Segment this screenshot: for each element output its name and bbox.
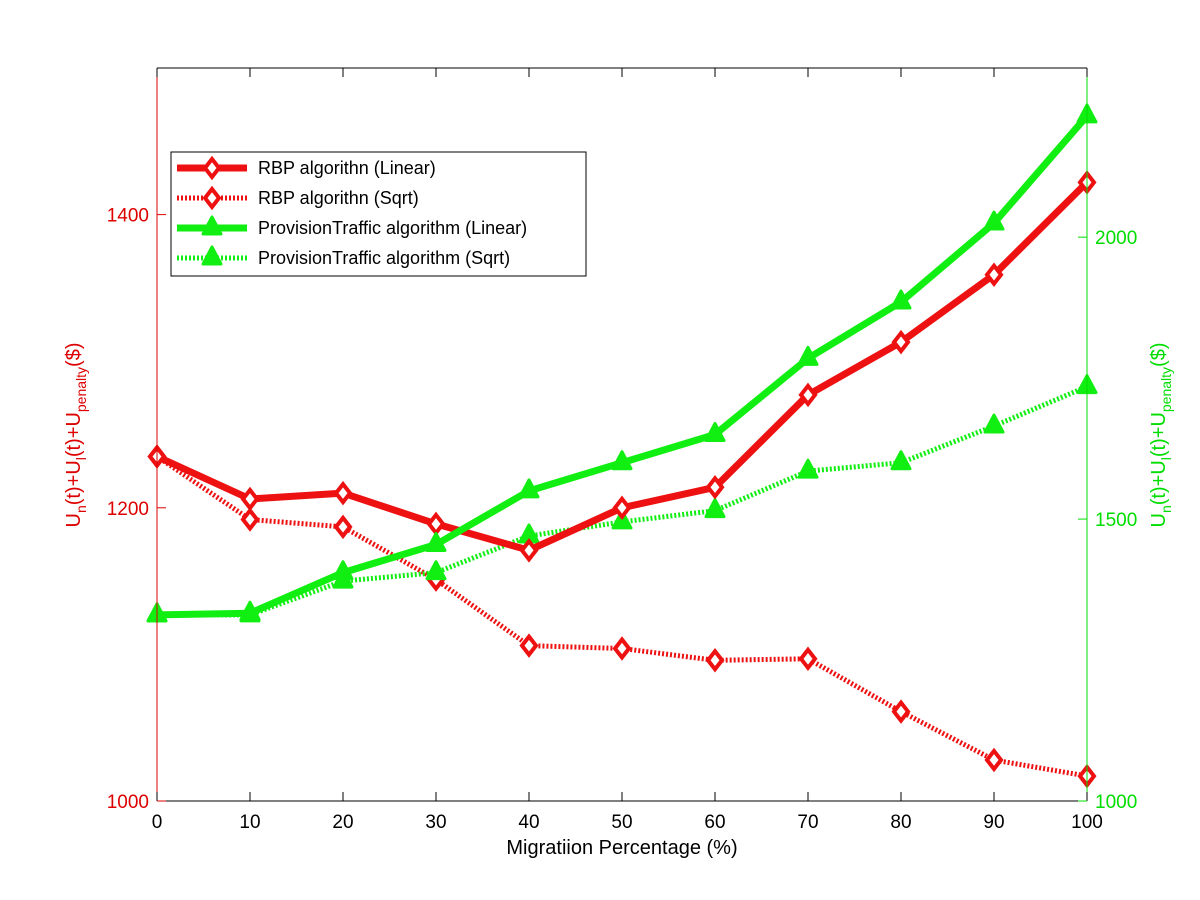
y-left-tick-label: 1000 xyxy=(107,792,149,813)
data-point xyxy=(704,422,726,442)
x-tick-label: 60 xyxy=(704,812,725,833)
data-point xyxy=(425,531,447,552)
data-point xyxy=(425,560,447,581)
y-right-tick-label: 2000 xyxy=(1095,228,1137,249)
data-point xyxy=(611,450,633,471)
data-point xyxy=(518,478,540,499)
data-point xyxy=(984,262,1004,287)
data-point xyxy=(890,289,912,310)
data-point xyxy=(983,413,1005,434)
series-0 xyxy=(147,170,1097,563)
legend-marker xyxy=(201,215,223,236)
legend-label: ProvisionTraffic algorithm (Linear) xyxy=(258,218,527,238)
data-point xyxy=(239,600,261,621)
legend-item-0: RBP algorithn (Linear) xyxy=(177,155,436,181)
y-axis-label-right: Un(t)+Ul(t)+Upenalty($) xyxy=(1148,343,1174,528)
series-line xyxy=(157,384,1088,618)
legend-label: ProvisionTraffic algorithm (Sqrt) xyxy=(258,248,510,268)
x-tick-label: 80 xyxy=(890,812,911,833)
y-left-tick-label: 1400 xyxy=(107,206,149,227)
x-tick-label: 40 xyxy=(518,812,539,833)
data-point xyxy=(797,458,819,479)
data-point xyxy=(705,648,725,673)
legend: RBP algorithn (Linear) RBP algorithn (Sqr… xyxy=(170,151,587,277)
data-point xyxy=(890,450,912,471)
x-tick-label: 90 xyxy=(983,812,1004,833)
x-tick-label: 100 xyxy=(1071,812,1103,833)
series-1 xyxy=(147,444,1097,789)
x-tick-label: 30 xyxy=(425,812,446,833)
data-point xyxy=(983,210,1005,231)
data-point xyxy=(705,475,725,500)
data-point xyxy=(333,480,353,506)
x-tick-label: 20 xyxy=(332,812,353,833)
legend-marker xyxy=(201,245,223,266)
legend-item-1: RBP algorithn (Sqrt) xyxy=(177,185,419,211)
data-point xyxy=(333,514,353,540)
data-point xyxy=(797,345,819,366)
legend-label: RBP algorithn (Linear) xyxy=(258,158,436,178)
x-tick-label: 10 xyxy=(239,812,260,833)
data-point xyxy=(891,329,911,355)
data-point xyxy=(612,495,632,521)
x-tick-label: 50 xyxy=(611,812,632,833)
y-left-tick-label: 1200 xyxy=(107,499,149,520)
data-point xyxy=(240,486,260,512)
data-point xyxy=(426,511,446,537)
x-axis-label: Migratiion Percentage (%) xyxy=(506,837,737,859)
legend-label: RBP algorithn (Sqrt) xyxy=(258,188,419,208)
x-tick-label: 0 xyxy=(152,812,163,833)
data-point xyxy=(519,538,539,563)
legend-item-2: ProvisionTraffic algorithm (Linear) xyxy=(177,215,527,238)
data-point xyxy=(612,636,632,661)
series-layer xyxy=(146,103,1098,789)
data-point xyxy=(519,633,539,658)
series-line xyxy=(155,454,1088,779)
axes-layer: 0 10 20 30 40 50 60 70 80 90 100100012001400100015… xyxy=(63,67,1174,859)
y-right-tick-label: 1500 xyxy=(1095,510,1137,531)
data-point xyxy=(984,747,1004,773)
y-right-tick-label: 1000 xyxy=(1095,792,1137,813)
data-point xyxy=(891,699,911,724)
legend-item-3: ProvisionTraffic algorithm (Sqrt) xyxy=(177,245,510,268)
data-point xyxy=(798,382,818,408)
y-axis-label-left: Un(t)+Ul(t)+Upenalty($) xyxy=(63,343,89,528)
legend-box xyxy=(170,151,587,277)
legend-marker xyxy=(202,185,222,211)
data-point xyxy=(798,646,818,672)
data-point xyxy=(332,560,354,581)
x-tick-label: 70 xyxy=(797,812,818,833)
data-point xyxy=(704,498,726,519)
data-point xyxy=(240,507,260,532)
legend-marker xyxy=(202,155,222,181)
